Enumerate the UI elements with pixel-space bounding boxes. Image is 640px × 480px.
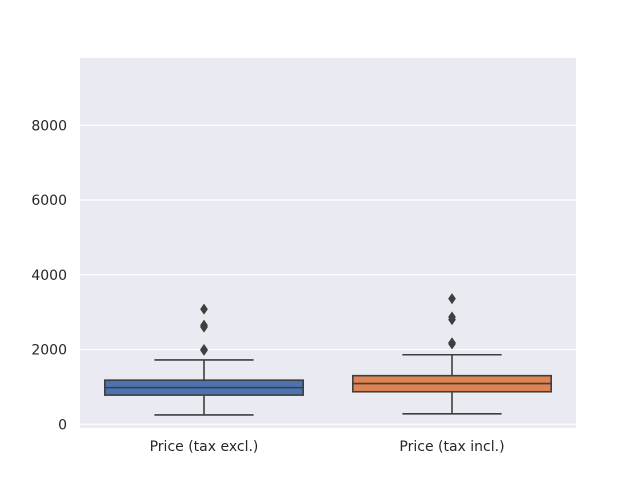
- boxes: [104, 293, 552, 416]
- y-tick-label-2000: 2000: [31, 343, 67, 359]
- x-tick-label-0: Price (tax excl.): [150, 439, 259, 455]
- outlier-point: [200, 303, 208, 315]
- x-tick-labels: Price (tax excl.) Price (tax incl.): [150, 439, 505, 455]
- outlier-point: [200, 319, 208, 331]
- outlier-point: [448, 311, 456, 323]
- plot-background: [80, 58, 576, 428]
- outlier-point: [448, 337, 456, 349]
- y-tick-labels: 0 2000 4000 6000 8000: [31, 118, 67, 433]
- box-group-0: [104, 303, 304, 416]
- y-tick-label-8000: 8000: [31, 118, 67, 134]
- x-tick-label-1: Price (tax incl.): [399, 439, 504, 455]
- y-tick-label-4000: 4000: [31, 268, 67, 284]
- outlier-point: [448, 293, 456, 305]
- grid-lines: [80, 124, 576, 425]
- outlier-point: [200, 343, 208, 356]
- box-group-1: [351, 293, 552, 415]
- y-tick-label-0: 0: [58, 417, 67, 433]
- y-tick-label-6000: 6000: [31, 193, 67, 209]
